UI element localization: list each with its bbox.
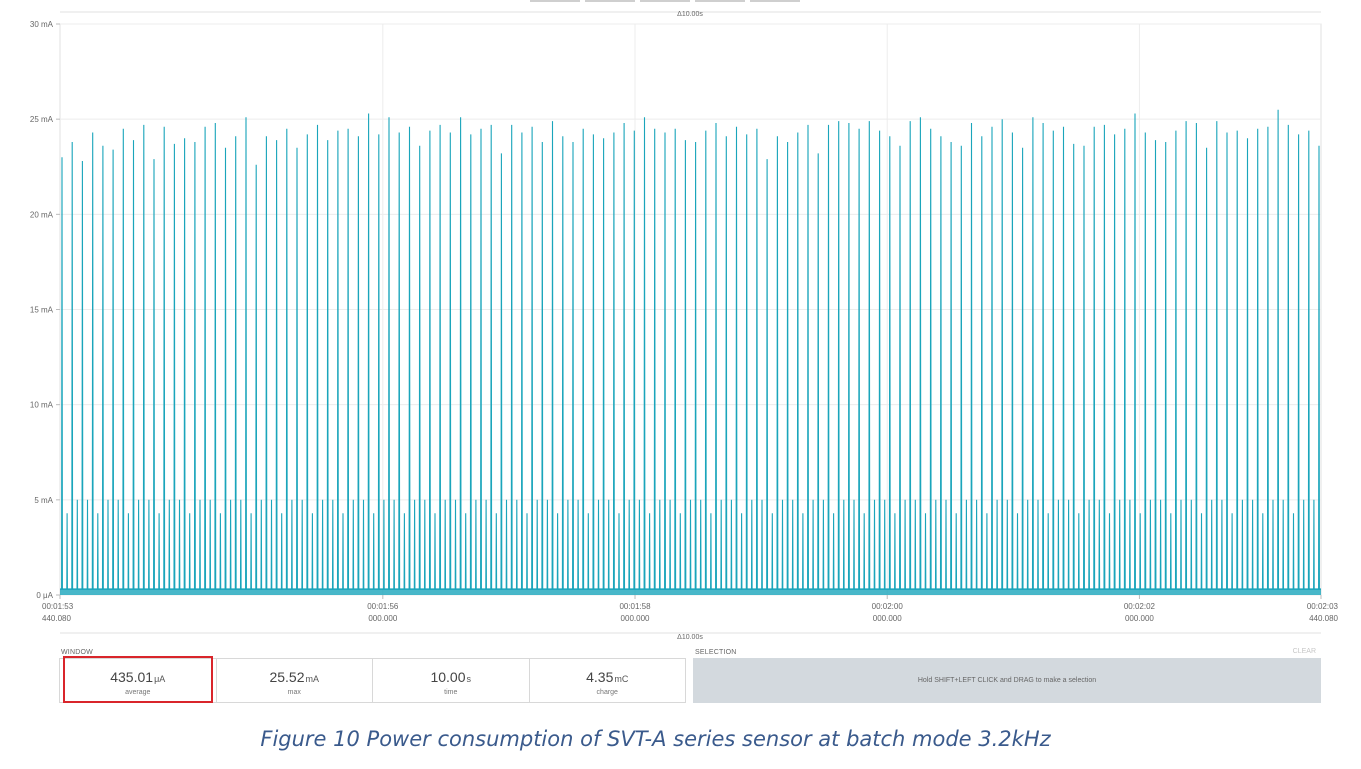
figure-caption: Figure 10 Power consumption of SVT-A ser…: [260, 727, 1051, 751]
x-tick-sub: 000.000: [621, 614, 650, 623]
stat-average-value: 435.01μA: [110, 669, 166, 685]
x-tick-sub: 000.000: [873, 614, 902, 623]
x-tick-time: 00:02:00: [872, 602, 904, 611]
stat-time-label: time: [444, 689, 458, 696]
toolbar-tab[interactable]: [640, 0, 690, 2]
x-tick-sub: 000.000: [1125, 614, 1154, 623]
toolbar-tab[interactable]: [530, 0, 580, 2]
y-tick-label: 25 mA: [30, 115, 54, 124]
selection-section-label: SELECTION: [695, 649, 737, 656]
baseline-band: [60, 588, 1321, 595]
x-tick-sub: 440.080: [1309, 614, 1338, 623]
clear-selection-button[interactable]: CLEAR: [1292, 648, 1316, 655]
stat-charge-value: 4.35mC: [586, 669, 629, 685]
x-tick-sub: 440.080: [42, 614, 71, 623]
x-tick-sub: 000.000: [368, 614, 397, 623]
current-plot[interactable]: 0 μA 5 mA 10 mA 15 mA 20 mA 25 mA 30 mA 00:01:…: [0, 0, 1361, 640]
stat-average: 435.01μA average: [60, 659, 217, 702]
current-series-line: [60, 109, 1321, 590]
current-trace: [60, 109, 1321, 595]
toolbar-tab[interactable]: [695, 0, 745, 2]
stat-max: 25.52mA max: [217, 659, 373, 702]
y-axis-labels: 0 μA 5 mA 10 mA 15 mA 20 mA 25 mA 30 mA: [30, 20, 54, 600]
x-tick-time: 00:02:02: [1124, 602, 1156, 611]
y-tick-label: 15 mA: [30, 306, 54, 315]
stat-charge-label: charge: [596, 689, 618, 696]
y-tick-label: 20 mA: [30, 210, 54, 219]
window-section-label: WINDOW: [61, 649, 93, 656]
x-tick-time: 00:01:58: [619, 602, 651, 611]
stat-max-label: max: [287, 689, 301, 696]
y-tick-label: 5 mA: [34, 496, 53, 505]
stat-time-value: 10.00s: [430, 669, 472, 685]
top-toolbar: [530, 0, 800, 3]
x-tick-time: 00:01:56: [367, 602, 399, 611]
y-tick-label: 0 μA: [36, 591, 53, 600]
window-delta-bottom: Δ10.00s: [677, 634, 703, 640]
window-delta-top: Δ10.00s: [677, 11, 703, 18]
y-tick-label: 30 mA: [30, 20, 54, 29]
toolbar-tab[interactable]: [585, 0, 635, 2]
toolbar-tab[interactable]: [750, 0, 800, 2]
stat-time: 10.00s time: [373, 659, 530, 702]
stat-max-value: 25.52mA: [269, 669, 320, 685]
x-tick-time: 00:02:03: [1307, 602, 1339, 611]
stat-average-label: average: [125, 689, 151, 696]
y-tick-label: 10 mA: [30, 401, 54, 410]
stat-charge: 4.35mC charge: [530, 659, 686, 702]
selection-hint: Hold SHIFT+LEFT CLICK and DRAG to make a…: [917, 677, 1097, 684]
window-stats-panel: 435.01μA average 25.52mA max 10.00s time…: [59, 658, 686, 703]
selection-panel[interactable]: Hold SHIFT+LEFT CLICK and DRAG to make a…: [693, 658, 1321, 703]
x-axis-labels: 00:01:53 440.080 00:01:56 000.000 00:01:58 00…: [42, 602, 1339, 623]
x-tick-time: 00:01:53: [42, 602, 74, 611]
